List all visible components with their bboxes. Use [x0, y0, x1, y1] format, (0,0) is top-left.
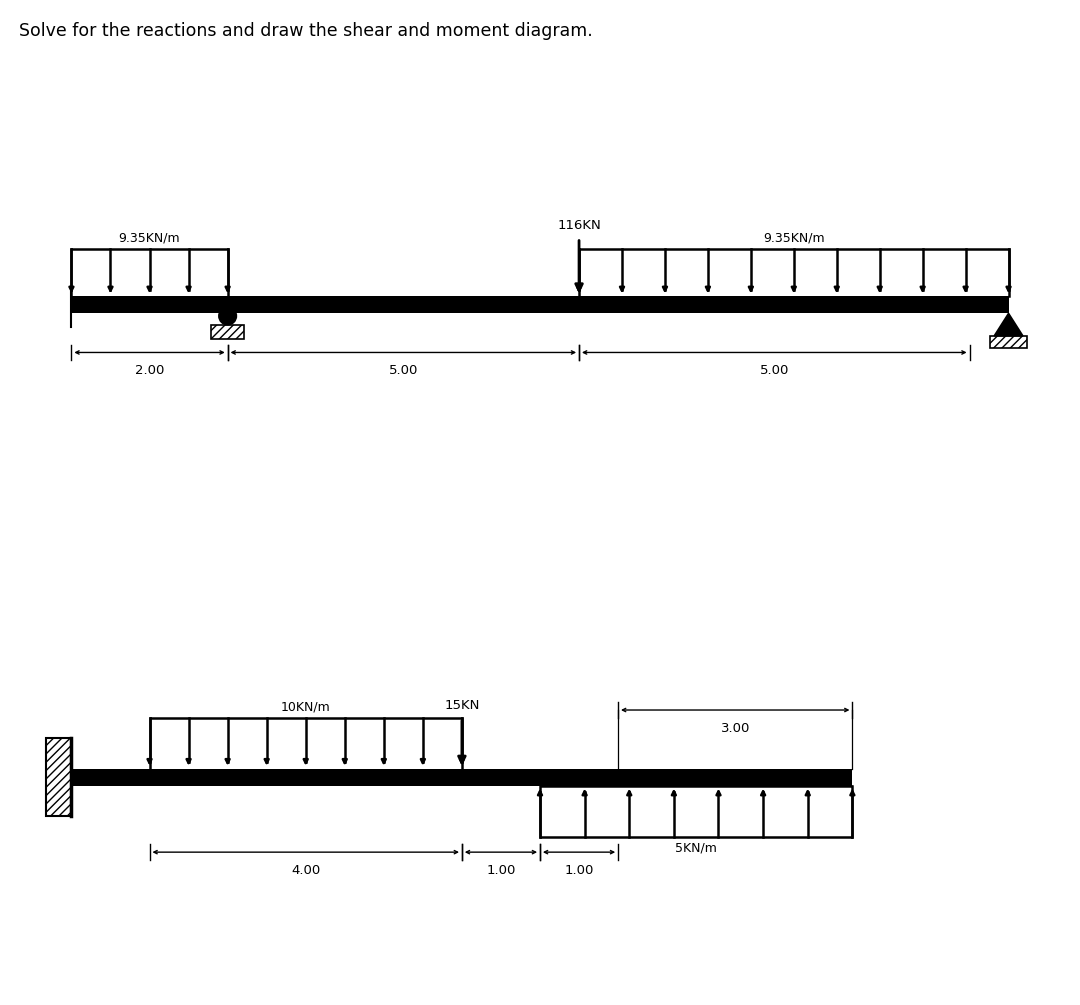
Text: Solve for the reactions and draw the shear and moment diagram.: Solve for the reactions and draw the she… [19, 22, 593, 40]
Text: 15KN: 15KN [444, 699, 480, 713]
Bar [990, 336, 1027, 348]
Text: 9.35KN/m: 9.35KN/m [119, 232, 180, 244]
Text: 116KN: 116KN [557, 219, 600, 232]
Text: 5.00: 5.00 [389, 364, 418, 377]
Bar [71, 769, 852, 786]
Circle shape [219, 308, 237, 325]
Bar [212, 325, 244, 339]
Bar [71, 296, 1009, 314]
Text: 1.00: 1.00 [486, 864, 515, 876]
Text: 10KN/m: 10KN/m [281, 700, 330, 714]
Text: 1.00: 1.00 [565, 864, 594, 876]
Polygon shape [995, 314, 1023, 336]
Text: 3.00: 3.00 [720, 722, 750, 735]
Text: 2.00: 2.00 [135, 364, 164, 377]
Text: 9.35KN/m: 9.35KN/m [762, 232, 825, 244]
Bar [46, 738, 71, 816]
Text: 5KN/m: 5KN/m [675, 841, 717, 854]
Text: 5.00: 5.00 [759, 364, 789, 377]
Text: 4.00: 4.00 [292, 864, 321, 876]
